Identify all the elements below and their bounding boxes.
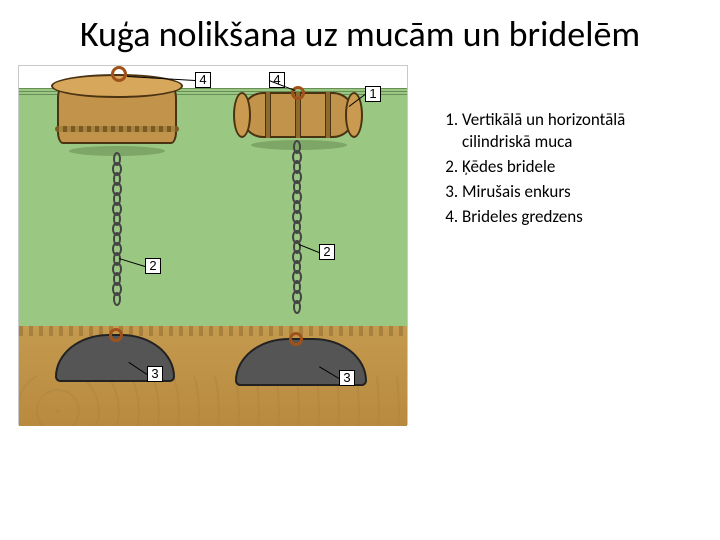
chain-link-icon <box>293 220 301 234</box>
anchor-eye-icon <box>289 332 303 346</box>
chain-link-icon <box>113 172 121 186</box>
vertical-barrel <box>57 72 177 152</box>
chain-link-icon <box>293 180 301 194</box>
chain-link-icon <box>113 152 121 166</box>
page-title: Kuģa nolikšana uz mucām un bridelēm <box>0 0 720 65</box>
chain-link-icon <box>113 292 121 306</box>
barrel-rope <box>55 126 179 132</box>
chain-link-icon <box>113 212 121 226</box>
diagram-callout-number: 3 <box>147 366 163 382</box>
legend-item: Ķēdes bridele <box>462 156 696 177</box>
diagram-callout-number: 1 <box>365 86 381 102</box>
chain-link-icon <box>113 192 121 206</box>
legend-list: Vertikālā un horizontālā cilindriskā muc… <box>436 109 696 227</box>
barrel-band <box>325 92 331 138</box>
chain-link-icon <box>293 300 301 314</box>
chain-link-icon <box>113 272 121 286</box>
legend-item: Brideles gredzens <box>462 206 696 227</box>
chain-bridle-left <box>111 156 123 346</box>
chain-link-icon <box>293 160 301 174</box>
diagram-callout-number: 2 <box>145 258 161 274</box>
diagram-callout-number: 2 <box>319 244 335 260</box>
horizontal-barrel <box>233 88 363 142</box>
chain-link-icon <box>293 240 301 254</box>
legend: Vertikālā un horizontālā cilindriskā muc… <box>436 109 696 425</box>
content-row: 4142233 Vertikālā un horizontālā cilindr… <box>0 65 720 425</box>
legend-item: Vertikālā un horizontālā cilindriskā muc… <box>462 109 696 152</box>
chain-link-icon <box>293 280 301 294</box>
barrel-band <box>265 92 271 138</box>
barrel-endcap <box>345 92 363 138</box>
chain-link-icon <box>293 140 301 154</box>
chain-link-icon <box>113 232 121 246</box>
chain-bridle-right <box>291 144 303 354</box>
mooring-diagram: 4142233 <box>18 65 408 425</box>
diagram-callout-number: 3 <box>339 370 355 386</box>
legend-item: Mirušais enkurs <box>462 181 696 202</box>
chain-link-icon <box>293 200 301 214</box>
chain-link-icon <box>293 260 301 274</box>
diagram-callout-number: 4 <box>195 72 211 88</box>
anchor-eye-icon <box>109 328 123 342</box>
